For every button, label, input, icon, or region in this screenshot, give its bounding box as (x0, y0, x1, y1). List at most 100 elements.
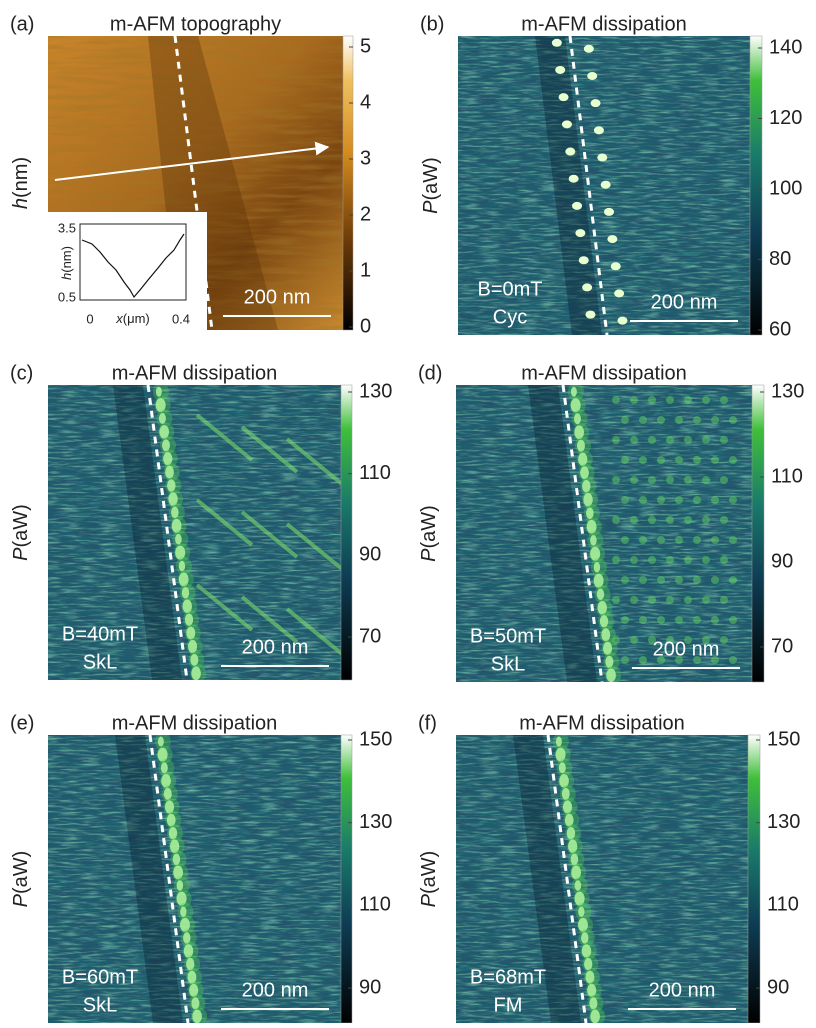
spot (167, 479, 176, 492)
glow (583, 504, 600, 523)
lattice-dot (666, 636, 674, 644)
spot (571, 865, 582, 880)
glow (160, 771, 177, 790)
colorbar (751, 384, 765, 683)
stripe (240, 595, 299, 644)
glow (158, 422, 175, 441)
glow (571, 409, 588, 428)
spot (576, 439, 585, 452)
glow (590, 558, 607, 577)
colorbar-tick-label: 90 (767, 976, 789, 998)
glow (558, 771, 575, 790)
lattice-dot (711, 456, 719, 464)
spot (178, 572, 189, 587)
glow (175, 889, 192, 908)
spot (190, 653, 199, 666)
lattice-dot (639, 416, 647, 424)
spot (604, 207, 615, 216)
colorbar-tick-label: 130 (359, 380, 392, 402)
lattice-dot (720, 476, 728, 484)
lattice-dot (657, 576, 665, 584)
colorbar-tick-label: 80 (769, 248, 791, 270)
lattice-dot (720, 436, 728, 444)
axis-unit: (aW) (418, 851, 440, 894)
lattice-dot (693, 656, 701, 664)
axis-symbol: h (10, 198, 32, 209)
glow (567, 385, 584, 401)
colorbar-tick-label: 2 (360, 203, 371, 225)
glow (167, 489, 184, 508)
lattice-dot (612, 476, 620, 484)
glow (563, 811, 580, 830)
glow (174, 543, 191, 562)
glow (603, 652, 620, 671)
annotation: SkL (83, 994, 117, 1016)
lattice-dot (675, 616, 683, 624)
axis-unit: (aW) (10, 851, 32, 894)
scalebar-label: 200 nm (653, 638, 720, 660)
inset-y-tick: 3.5 (58, 220, 76, 235)
glow (187, 981, 204, 1000)
spot (181, 587, 190, 599)
spot (191, 997, 200, 1010)
spot (582, 283, 593, 292)
axis-label: P(aW) (418, 505, 440, 562)
spot (568, 174, 579, 183)
profile-arrow (54, 141, 330, 181)
panel-title: m-AFM dissipation (521, 362, 687, 384)
spot (157, 736, 164, 747)
colorbar-tick-label: 140 (769, 36, 802, 58)
image (456, 385, 752, 682)
spot (180, 906, 187, 917)
glow (188, 650, 205, 669)
lattice-dot (711, 536, 719, 544)
colorbar-tick-label: 4 (360, 91, 371, 113)
panel-title: m-AFM dissipation (521, 13, 687, 35)
spot (561, 787, 570, 800)
colorbar-tick-label: 1 (360, 259, 371, 281)
spot (575, 229, 586, 238)
spot (163, 787, 172, 800)
spot (586, 519, 597, 534)
image (48, 735, 341, 1023)
spot (176, 891, 187, 906)
spot (168, 492, 178, 506)
glow (598, 612, 615, 631)
lattice-dot (666, 476, 674, 484)
glow (585, 981, 602, 1000)
annotation: B=68mT (470, 966, 546, 988)
spot (573, 413, 581, 425)
panel-label: (d) (418, 362, 442, 384)
lattice-dot (612, 596, 620, 604)
dashed-line (146, 384, 189, 681)
colorbar-tick-label: 130 (771, 380, 804, 402)
scalebar-label: 200 nm (244, 286, 311, 308)
glow (582, 490, 599, 509)
spot (596, 588, 605, 600)
dashed-line (148, 734, 190, 1024)
lattice-dot (657, 496, 665, 504)
glow (552, 735, 569, 751)
scalebar-label: 200 nm (242, 979, 309, 1001)
lattice-dot (711, 576, 719, 584)
spot (590, 534, 597, 546)
inset-y-unit: (nm) (59, 246, 74, 273)
lattice-dot (711, 616, 719, 624)
spot (559, 773, 569, 788)
spot (583, 44, 594, 53)
dark-band (513, 735, 581, 1023)
stripe (285, 437, 341, 486)
spot (574, 880, 582, 891)
glow (154, 735, 171, 751)
image (48, 36, 343, 330)
spot (561, 120, 572, 129)
annotation: SkL (83, 651, 117, 673)
spot (578, 906, 585, 917)
lattice-dot (648, 636, 656, 644)
glow (190, 664, 207, 680)
lattice-dot (675, 656, 683, 664)
lattice-dot (648, 396, 656, 404)
panel-title: m-AFM dissipation (112, 712, 278, 734)
axis-label: h(nm) (10, 157, 32, 209)
lattice-dot (612, 556, 620, 564)
